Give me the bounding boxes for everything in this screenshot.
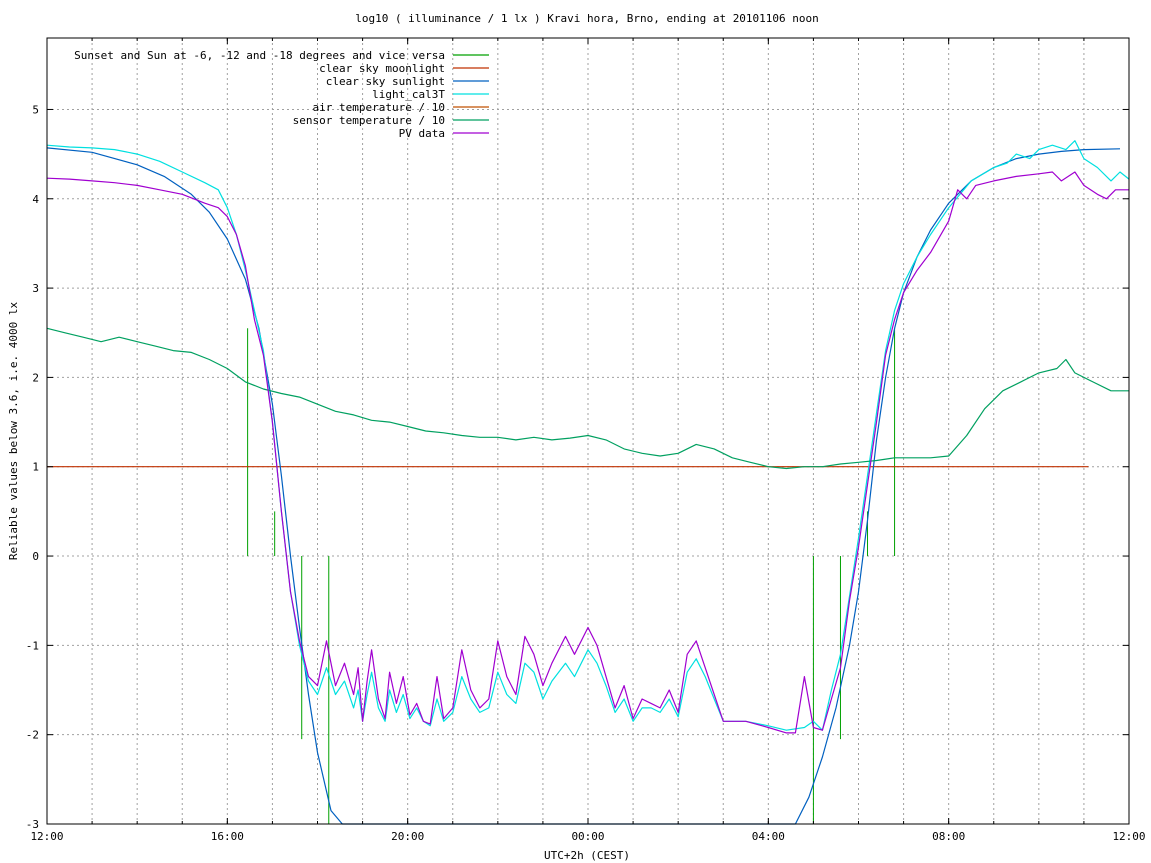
y-tick-label: 4 [32, 193, 39, 206]
y-tick-label: 1 [32, 461, 39, 474]
x-tick-label: 08:00 [932, 830, 965, 843]
legend-label: clear sky sunlight [326, 75, 445, 88]
y-tick-label: 3 [32, 282, 39, 295]
legend-label: light_cal3T [372, 88, 445, 101]
series-line [46, 327, 1129, 470]
x-tick-label: 00:00 [571, 830, 604, 843]
y-tick-label: -3 [26, 818, 39, 831]
x-axis-label: UTC+2h (CEST) [544, 849, 630, 862]
chart-title: log10 ( illuminance / 1 lx ) Kravi hora,… [355, 12, 819, 25]
legend-label: Sunset and Sun at -6, -12 and -18 degree… [74, 49, 445, 62]
y-tick-label: -1 [26, 639, 39, 652]
series-layer [46, 140, 1130, 825]
tick-layer: -3 -2 -1 0 1 2 3 4 5 12:00 16:00 20:00 00:00 04:00 08:… [26, 38, 1146, 843]
x-tick-label: 20:00 [391, 830, 424, 843]
x-tick-label: 04:00 [752, 830, 785, 843]
legend-label: clear sky moonlight [319, 62, 445, 75]
legend: Sunset and Sun at -6, -12 and -18 degree… [74, 49, 489, 140]
y-axis-label: Reliable values below 3.6, i.e. 4000 lx [7, 301, 20, 560]
y-tick-label: 2 [32, 371, 39, 384]
legend-label: PV data [399, 127, 445, 140]
x-tick-label: 16:00 [211, 830, 244, 843]
series-line [46, 171, 1129, 734]
x-tick-label: 12:00 [1112, 830, 1145, 843]
y-tick-label: 5 [32, 103, 39, 116]
legend-label: air temperature / 10 [313, 101, 445, 114]
legend-label: sensor temperature / 10 [293, 114, 445, 127]
y-tick-label: -2 [26, 729, 39, 742]
x-tick-label: 12:00 [30, 830, 63, 843]
y-tick-label: 0 [32, 550, 39, 563]
